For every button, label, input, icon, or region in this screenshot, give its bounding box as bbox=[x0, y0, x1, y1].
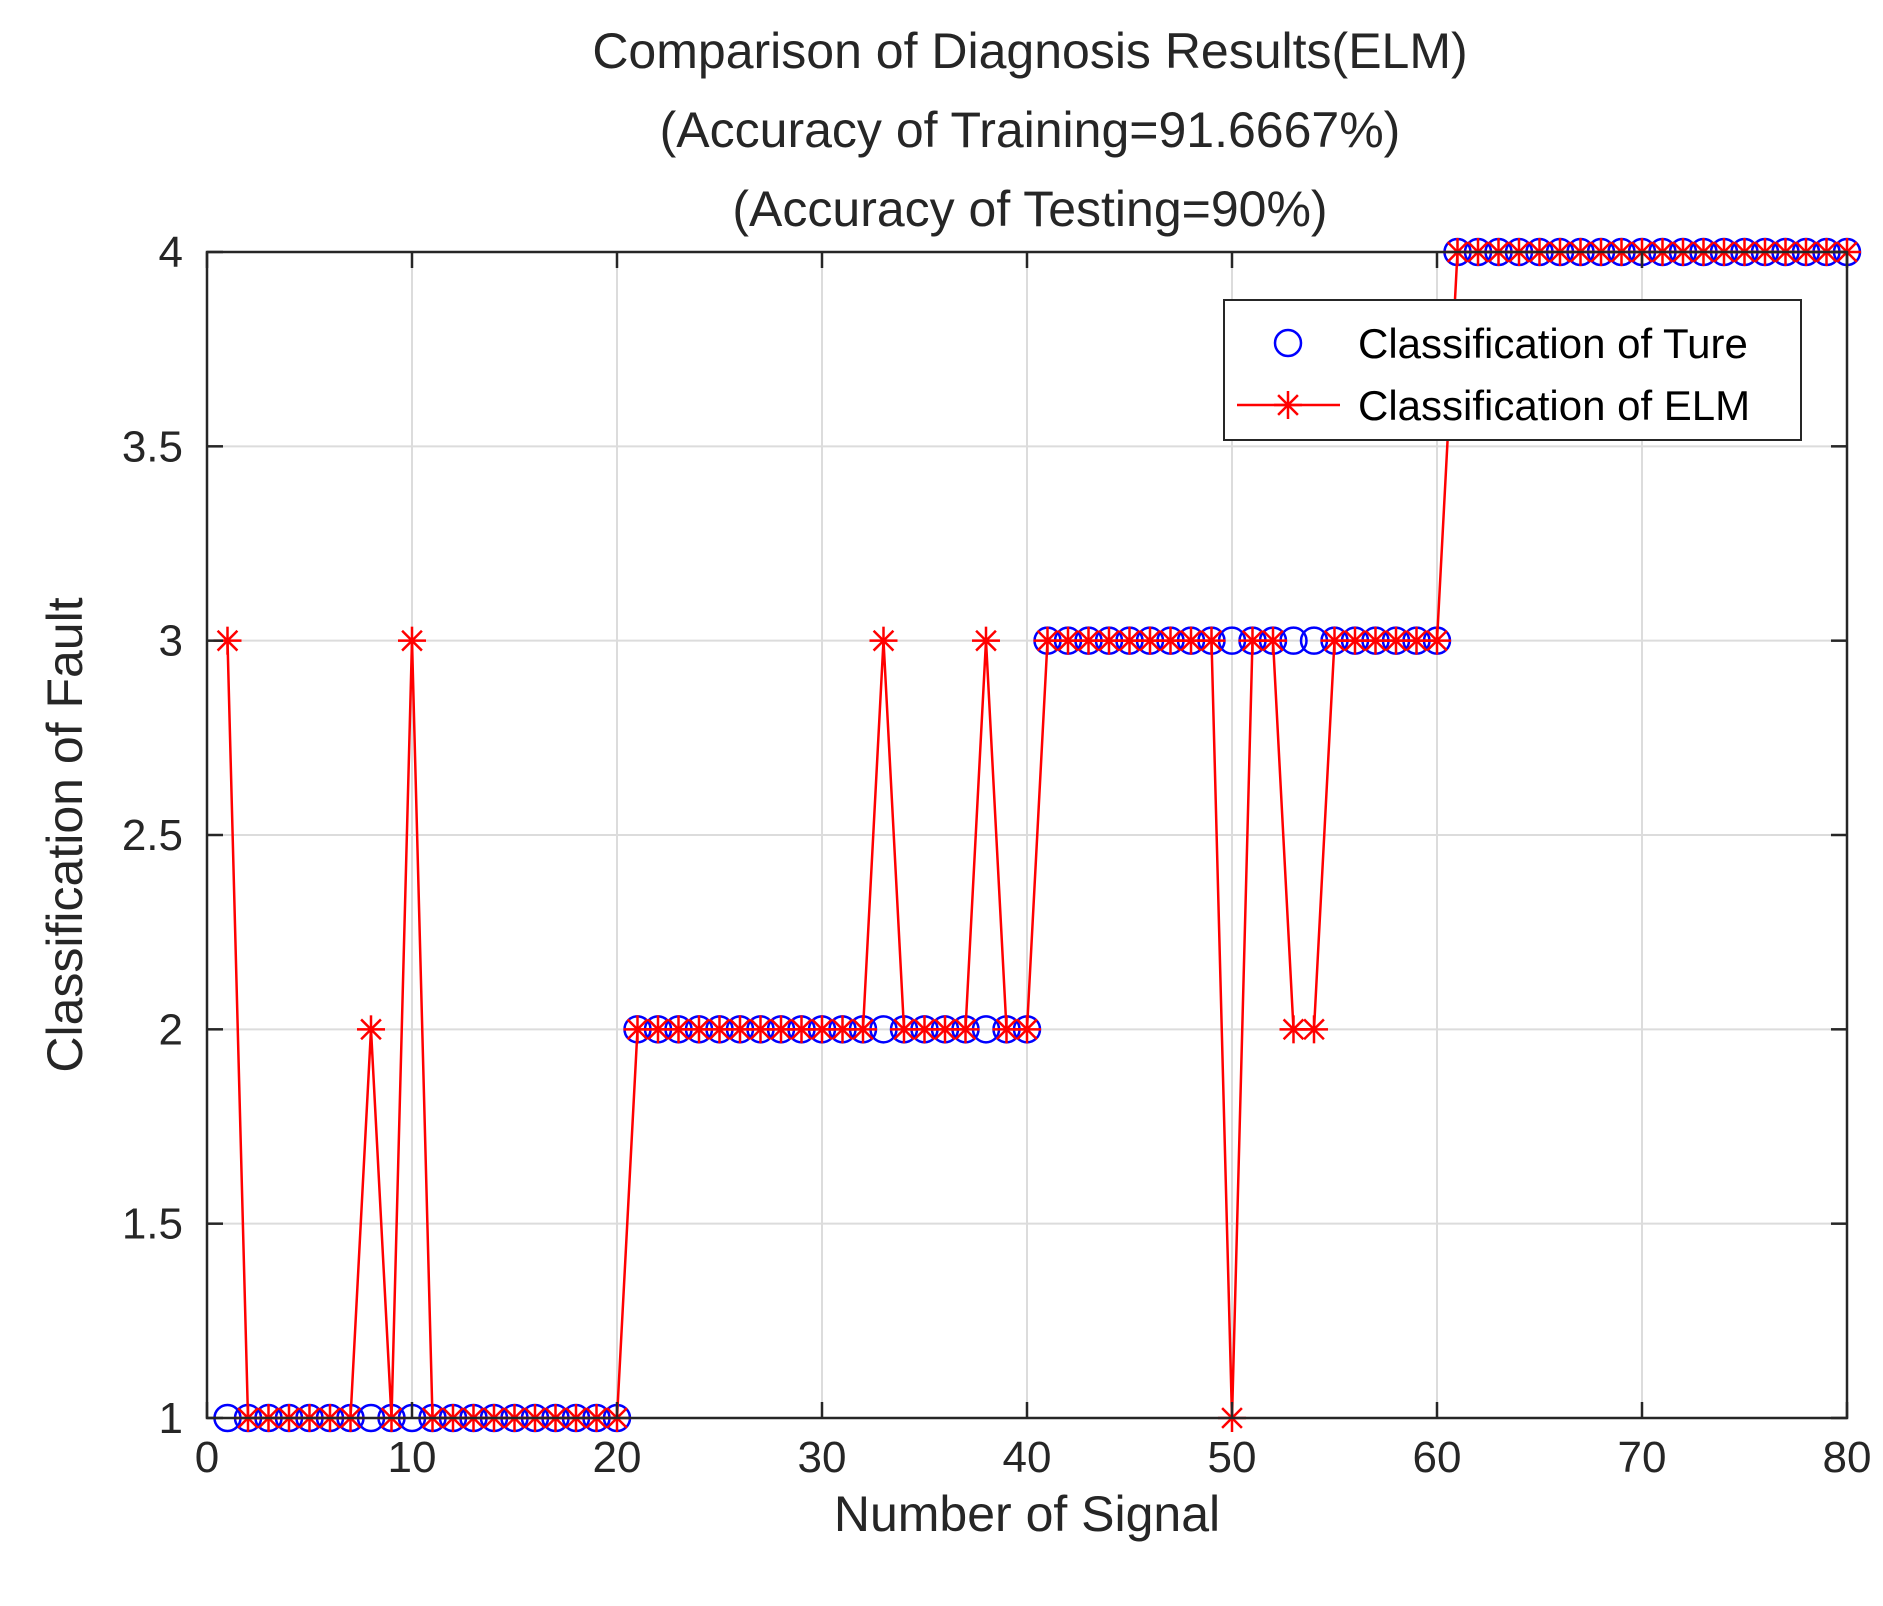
elm-class-point bbox=[726, 1015, 754, 1044]
chart-title-line-2: (Accuracy of Training=91.6667%) bbox=[660, 102, 1401, 158]
y-tick-label: 2.5 bbox=[122, 811, 183, 860]
ticks: 0 10 20 30 40 50 60 70 80 1 1.5 2 2.5 3 3.5 4 bbox=[122, 228, 1872, 1482]
y-tick-label: 1.5 bbox=[122, 1200, 183, 1249]
elm-class-point bbox=[808, 1015, 836, 1044]
x-tick-label: 60 bbox=[1413, 1433, 1462, 1482]
elm-class-point bbox=[849, 1015, 877, 1044]
x-tick-label: 10 bbox=[388, 1433, 437, 1482]
elm-class-point bbox=[1382, 626, 1410, 655]
legend-asterisk-glyph bbox=[1274, 391, 1302, 419]
x-tick-label: 80 bbox=[1823, 1433, 1872, 1482]
legend-label-true: Classification of Ture bbox=[1358, 320, 1748, 367]
grid bbox=[207, 252, 1847, 1418]
y-tick-label: 3 bbox=[159, 617, 183, 666]
chart-title-line-1: Comparison of Diagnosis Results(ELM) bbox=[592, 23, 1467, 79]
elm-class-point bbox=[746, 1015, 775, 1044]
legend-circle-marker-icon bbox=[1273, 328, 1303, 358]
y-axis-label: Classification of Fault bbox=[37, 597, 93, 1072]
elm-class-point bbox=[1013, 1015, 1041, 1044]
elm-class-point bbox=[1423, 626, 1451, 655]
elm-class-point bbox=[1279, 1015, 1308, 1044]
y-tick-label: 2 bbox=[159, 1005, 183, 1054]
elm-class-point bbox=[1300, 1015, 1328, 1044]
elm-class-point bbox=[644, 1015, 672, 1044]
legend-box bbox=[1223, 299, 1802, 441]
chart-title-line-3: (Accuracy of Testing=90%) bbox=[732, 181, 1327, 237]
y-tick-label: 3.5 bbox=[122, 422, 183, 471]
elm-class-point bbox=[1136, 626, 1164, 655]
x-tick-label: 40 bbox=[1003, 1433, 1052, 1482]
x-tick-label: 50 bbox=[1208, 1433, 1257, 1482]
elm-class-point bbox=[357, 1015, 385, 1044]
x-axis-label: Number of Signal bbox=[834, 1486, 1220, 1542]
elm-class-point bbox=[890, 1015, 918, 1044]
x-tick-label: 70 bbox=[1618, 1433, 1667, 1482]
y-tick-label: 1 bbox=[159, 1394, 183, 1443]
legend-asterisk-marker-icon bbox=[1274, 391, 1302, 419]
elm-class-point bbox=[951, 1015, 980, 1044]
x-tick-label: 0 bbox=[195, 1433, 219, 1482]
elm-class-point bbox=[398, 626, 426, 655]
x-tick-label: 20 bbox=[593, 1433, 642, 1482]
x-tick-label: 30 bbox=[798, 1433, 847, 1482]
elm-class-point bbox=[1197, 626, 1226, 655]
legend-label-elm: Classification of ELM bbox=[1358, 382, 1750, 429]
elm-class-point bbox=[972, 626, 1000, 655]
elm-class-point bbox=[1177, 626, 1205, 655]
elm-class-point bbox=[787, 1015, 816, 1044]
elm-class-point bbox=[869, 626, 898, 655]
legend: Classification of Ture Classification of… bbox=[1223, 299, 1802, 441]
y-tick-label: 4 bbox=[159, 228, 183, 277]
elm-class-point bbox=[1259, 626, 1287, 655]
